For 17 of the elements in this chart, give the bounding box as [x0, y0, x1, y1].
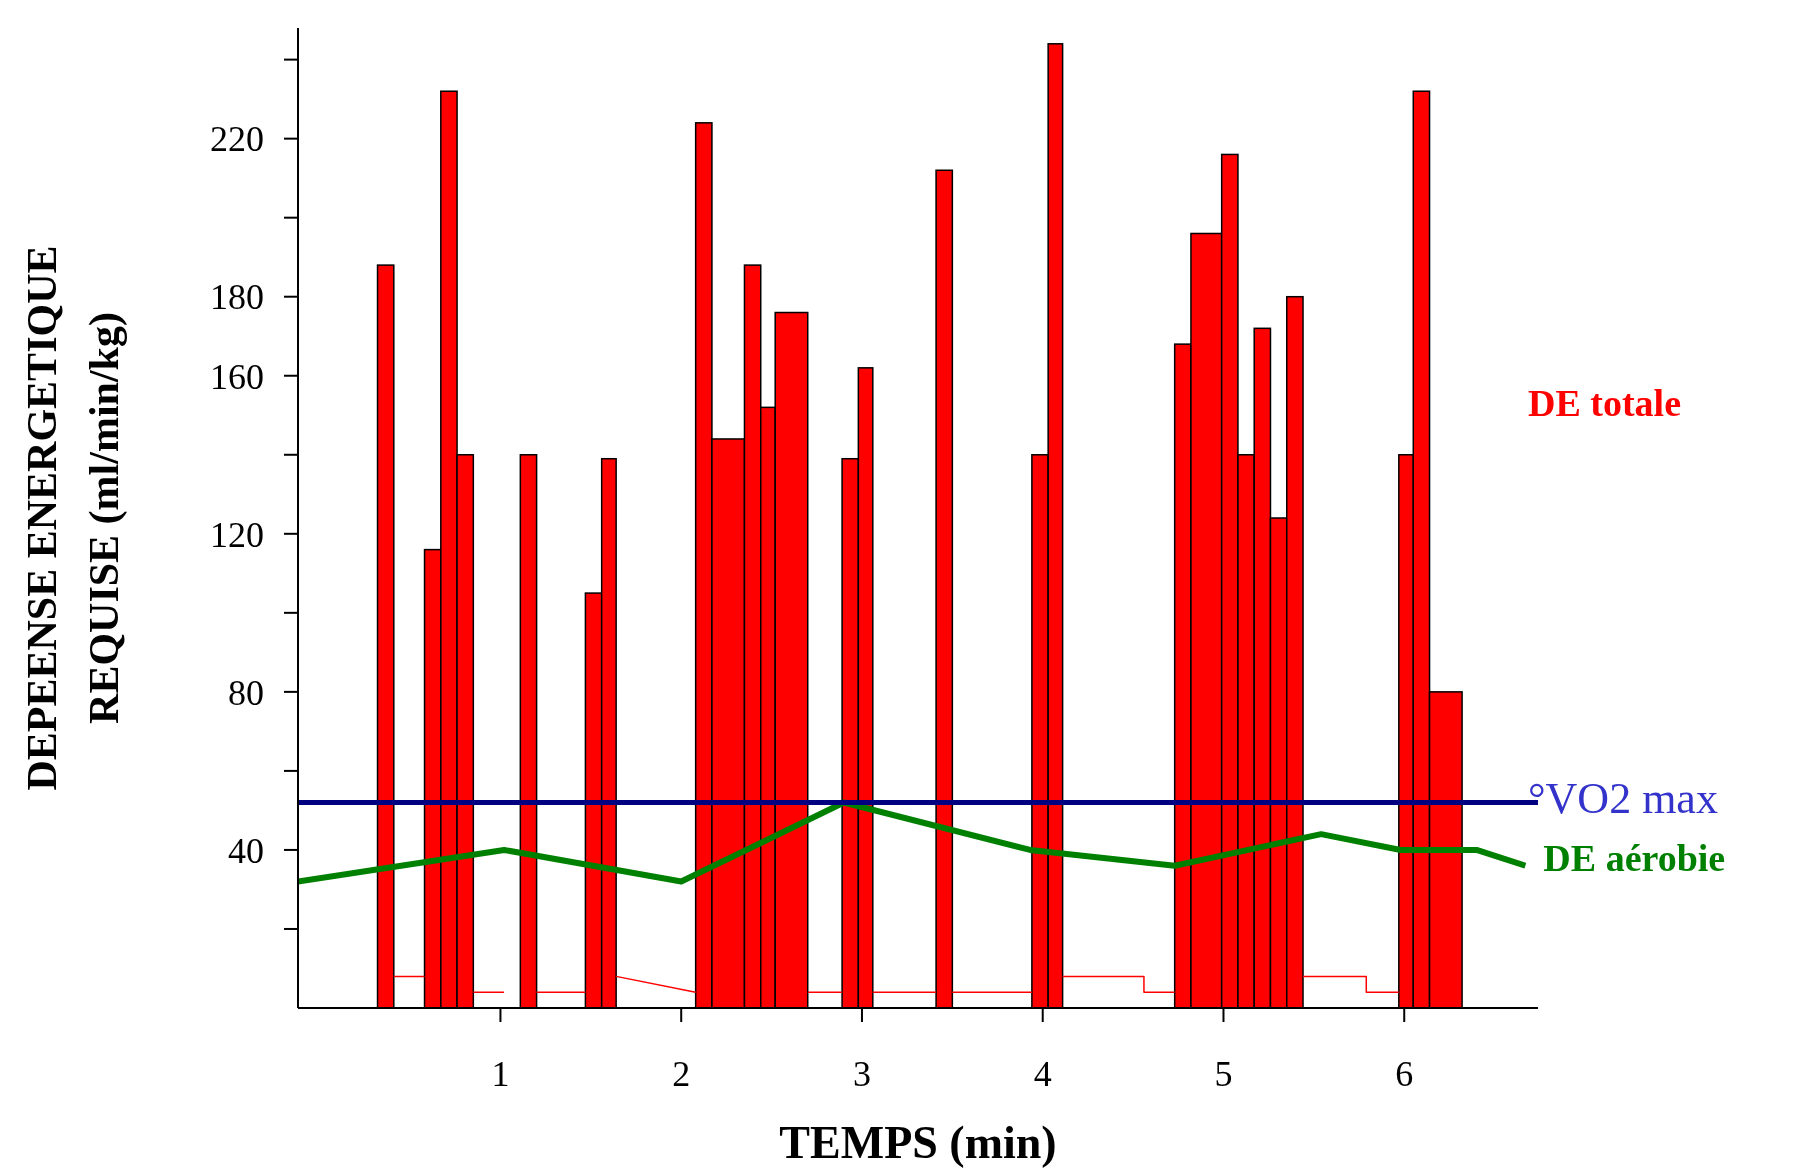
y-tick-label: 40 — [228, 830, 264, 871]
series-label: DE aérobie — [1543, 835, 1726, 880]
y-tick-label: 160 — [210, 356, 264, 397]
y-axis-title: DEPEENSE ENERGETIQUE REQUISE (ml/min/kg) — [19, 245, 128, 791]
y-tick-label: 220 — [210, 119, 264, 160]
x-tick-label: 6 — [1395, 1053, 1414, 1094]
x-tick-label: 1 — [491, 1053, 510, 1094]
x-tick-label: 2 — [672, 1053, 691, 1094]
x-tick-label: 3 — [852, 1053, 871, 1094]
y-tick-label: 120 — [210, 514, 264, 555]
y-tick-label: 180 — [210, 277, 264, 318]
x-axis-title: TEMPS (min) — [779, 1117, 1057, 1168]
x-tick-label: 4 — [1033, 1053, 1052, 1094]
ref-line-label: °VO2 max — [1528, 772, 1718, 824]
x-tick-label: 5 — [1214, 1053, 1233, 1094]
text: DE totale — [1528, 381, 1682, 426]
y-tick-label: 80 — [228, 672, 264, 713]
